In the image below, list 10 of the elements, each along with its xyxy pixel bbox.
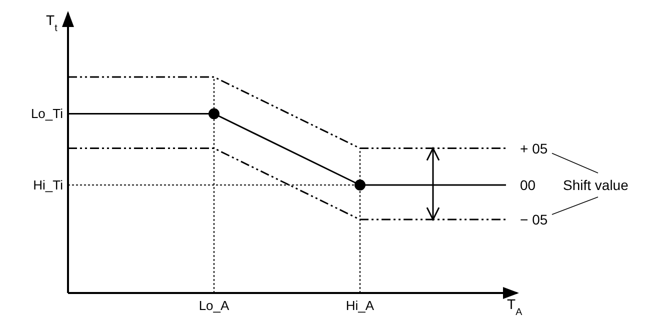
text: Lo_Ti	[30, 106, 64, 122]
x-tick-label: Lo_A	[198, 298, 230, 314]
x-axis-title: T$_{A}$	[507, 296, 523, 318]
series-label: + 05	[520, 140, 548, 156]
x-tick-label: Hi_A	[346, 298, 374, 314]
series-label: − 05	[520, 212, 548, 228]
text: Shift value	[563, 177, 629, 193]
series-label: 00	[520, 177, 536, 193]
ref-line-label: Hi_Ti	[33, 178, 64, 193]
y-axis-title: T$_{t}$	[46, 12, 58, 34]
